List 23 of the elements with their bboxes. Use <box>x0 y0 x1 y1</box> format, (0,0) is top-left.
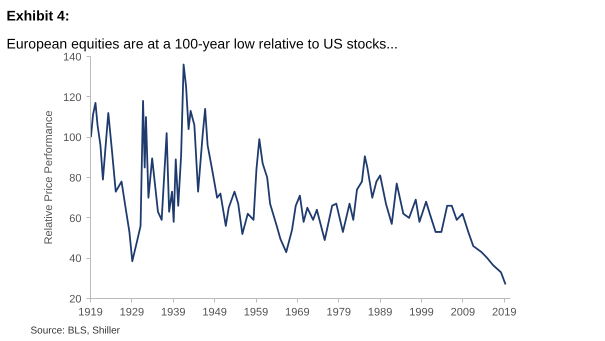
y-tick-label: 80 <box>69 172 82 184</box>
x-tick-label: 1939 <box>161 306 186 318</box>
x-tick-label: 1949 <box>202 306 227 318</box>
x-tick-label: 1929 <box>120 306 144 318</box>
y-tick-label: 60 <box>69 212 82 225</box>
y-tick-label: 120 <box>63 92 82 104</box>
source-note: Source: BLS, Shiller <box>30 326 121 336</box>
y-tick-label: 100 <box>63 132 82 144</box>
x-tick-label: 2009 <box>450 306 476 318</box>
x-tick-label: 1999 <box>409 306 434 318</box>
chart-title: Exhibit 4: <box>6 8 70 24</box>
y-tick-label: 20 <box>69 294 82 306</box>
x-tick-label: 1959 <box>244 306 268 318</box>
y-axis-title: Relative Price Performance <box>43 110 56 244</box>
x-tick-label: 1969 <box>285 306 310 318</box>
x-tick-label: 1989 <box>368 306 392 318</box>
x-tick-label: 1979 <box>326 306 352 318</box>
chart-subtitle: European equities are at a 100-year low relative to US stocks... <box>6 36 398 52</box>
line-series <box>90 64 506 286</box>
y-tick-label: 140 <box>63 52 82 64</box>
y-tick-label: 40 <box>69 253 82 266</box>
x-tick-label: 2019 <box>492 306 517 318</box>
x-tick-label: 1919 <box>78 306 103 318</box>
